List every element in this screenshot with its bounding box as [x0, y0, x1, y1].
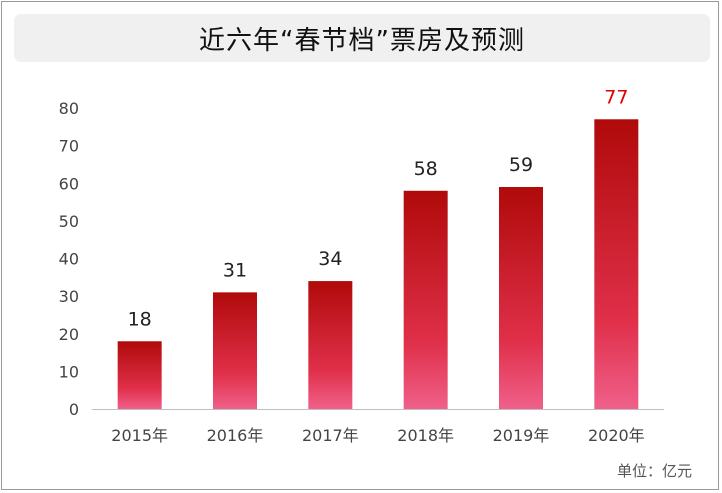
bar — [308, 281, 353, 409]
data-label: 58 — [414, 158, 438, 180]
y-tick-label: 40 — [59, 250, 79, 269]
data-label: 18 — [128, 308, 152, 330]
x-tick-label: 2016年 — [207, 426, 264, 445]
bar — [117, 341, 162, 409]
y-tick-label: 10 — [59, 362, 79, 381]
chart-title: 近六年“春节档”票房及预测 — [199, 25, 525, 56]
y-tick-label: 60 — [59, 174, 79, 193]
bar — [403, 190, 448, 409]
y-tick-label: 70 — [59, 137, 79, 156]
bar — [499, 187, 543, 409]
bar — [213, 292, 257, 409]
x-tick-label: 2017年 — [302, 426, 359, 445]
data-labels: 18 31 34 58 59 77 — [128, 86, 629, 330]
x-tick-label: 2015年 — [111, 426, 168, 445]
y-tick-label: 30 — [59, 287, 79, 306]
x-axis: 2015年 2016年 2017年 2018年 2019年 2020年 — [111, 426, 644, 445]
unit-note: 单位：亿元 — [616, 462, 692, 480]
x-tick-label: 2020年 — [588, 426, 645, 445]
data-label: 59 — [509, 154, 533, 176]
y-tick-label: 20 — [59, 325, 79, 344]
data-label: 31 — [223, 259, 247, 281]
y-axis: 0 10 20 30 40 50 60 70 80 — [59, 99, 79, 419]
y-tick-label: 50 — [59, 212, 79, 231]
y-tick-label: 80 — [59, 99, 79, 118]
y-tick-label: 0 — [69, 400, 79, 419]
bars — [117, 119, 639, 409]
title-bar: 近六年“春节档”票房及预测 — [14, 14, 710, 62]
bar — [594, 119, 639, 409]
data-label: 34 — [318, 248, 342, 270]
x-tick-label: 2018年 — [397, 426, 454, 445]
x-tick-label: 2019年 — [493, 426, 550, 445]
data-label: 77 — [604, 86, 628, 108]
